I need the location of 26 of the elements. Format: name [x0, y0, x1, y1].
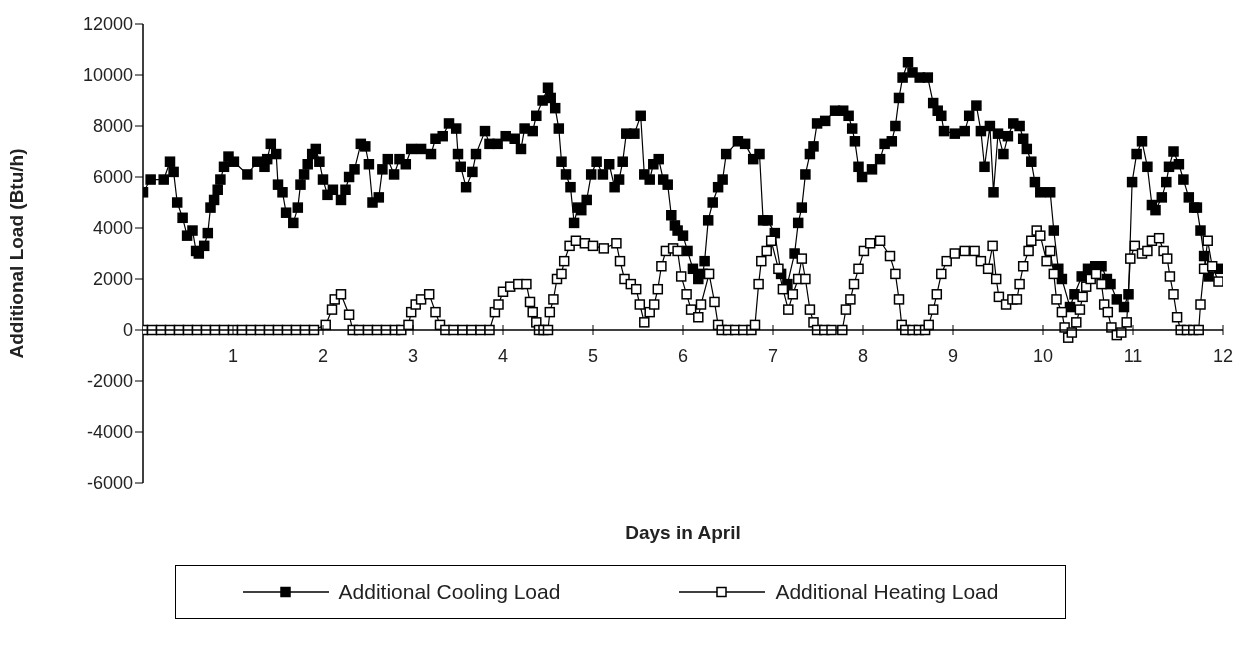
- y-tick-label: 8000: [92, 116, 133, 137]
- legend-label: Additional Heating Load: [775, 580, 999, 604]
- x-tick-label: 6: [677, 346, 689, 366]
- x-tick-label: 7: [767, 346, 779, 366]
- y-tick-label: 4000: [92, 218, 133, 239]
- y-axis-title: Additional Load (Btu/h): [5, 148, 27, 359]
- x-tick-label: 11: [1123, 346, 1143, 366]
- y-tick-label: -6000: [86, 473, 133, 494]
- x-tick-label: 10: [1032, 346, 1054, 366]
- x-tick-label: 8: [857, 346, 869, 366]
- x-tick-label: 5: [587, 346, 599, 366]
- legend-label: Additional Cooling Load: [338, 580, 561, 604]
- y-tick-label: -4000: [86, 422, 133, 443]
- x-tick-label: 4: [497, 346, 509, 366]
- x-tick-label: 1: [227, 346, 239, 366]
- y-tick-label: 10000: [82, 65, 133, 86]
- y-tick-label: 0: [122, 320, 133, 341]
- x-tick-label: 3: [407, 346, 419, 366]
- y-tick-label: 12000: [82, 14, 133, 35]
- x-axis-title: Days in April: [625, 522, 741, 543]
- x-tick-label: 9: [947, 346, 959, 366]
- x-tick-label: 12: [1212, 346, 1234, 366]
- x-tick-label: 2: [317, 346, 329, 366]
- y-tick-label: -2000: [86, 371, 133, 392]
- y-tick-label: 6000: [92, 167, 133, 188]
- y-tick-label: 2000: [92, 269, 133, 290]
